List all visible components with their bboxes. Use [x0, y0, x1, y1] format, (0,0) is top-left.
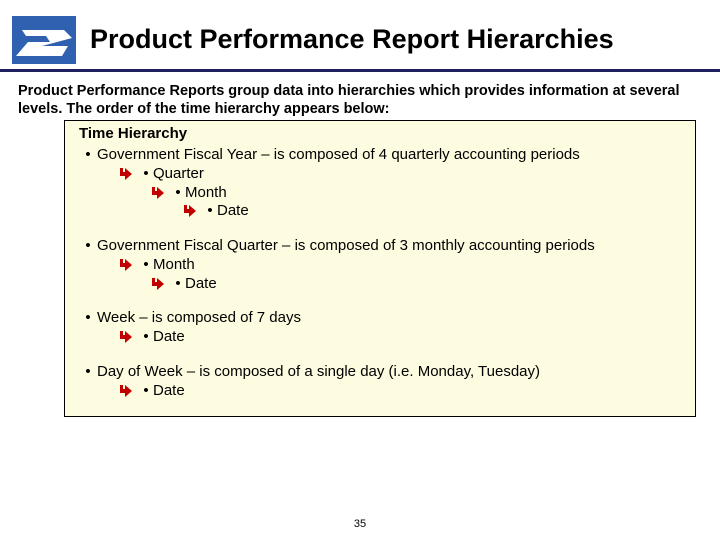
list-item: • Day of Week – is composed of a single …	[79, 363, 681, 382]
hierarchy-box: Time Hierarchy • Government Fiscal Year …	[64, 120, 696, 417]
item-label: Date	[217, 202, 249, 221]
list-item: • Government Fiscal Quarter – is compose…	[79, 237, 681, 256]
arrow-icon	[119, 258, 133, 272]
item-label: Month	[153, 256, 195, 275]
arrow-icon	[183, 204, 197, 218]
arrow-icon	[119, 330, 133, 344]
sub-item: •Date	[183, 202, 681, 221]
intro-text: Product Performance Reports group data i…	[0, 72, 720, 118]
page-number: 35	[0, 518, 720, 530]
item-label: Day of Week – is composed of a single da…	[97, 363, 540, 382]
item-label: Government Fiscal Year – is composed of …	[97, 146, 580, 165]
arrow-icon	[151, 186, 165, 200]
arrow-icon	[151, 277, 165, 291]
item-label: Week – is composed of 7 days	[97, 309, 301, 328]
hierarchy-group: • Week – is composed of 7 days •Date	[79, 309, 681, 347]
item-label: Date	[153, 382, 185, 401]
item-label: Date	[153, 328, 185, 347]
sub-item: •Date	[151, 275, 681, 294]
sub-item: •Date	[119, 382, 681, 401]
bullet-icon: •	[79, 237, 97, 256]
hierarchy-group: • Day of Week – is composed of a single …	[79, 363, 681, 401]
hierarchy-title: Time Hierarchy	[79, 125, 681, 144]
hierarchy-group: • Government Fiscal Year – is composed o…	[79, 146, 681, 221]
item-label: Government Fiscal Quarter – is composed …	[97, 237, 595, 256]
slide-header: Product Performance Report Hierarchies	[0, 0, 720, 72]
sub-item: •Month	[151, 184, 681, 203]
list-item: • Week – is composed of 7 days	[79, 309, 681, 328]
item-label: Month	[185, 184, 227, 203]
list-item: • Government Fiscal Year – is composed o…	[79, 146, 681, 165]
bullet-icon: •	[79, 309, 97, 328]
bullet-icon: •	[79, 146, 97, 165]
bullet-icon: •	[79, 363, 97, 382]
hierarchy-group: • Government Fiscal Quarter – is compose…	[79, 237, 681, 293]
usps-logo	[12, 16, 76, 64]
sub-item: •Date	[119, 328, 681, 347]
sub-item: •Month	[119, 256, 681, 275]
item-label: Date	[185, 275, 217, 294]
sub-item: •Quarter	[119, 165, 681, 184]
arrow-icon	[119, 167, 133, 181]
page-title: Product Performance Report Hierarchies	[90, 24, 614, 55]
arrow-icon	[119, 384, 133, 398]
item-label: Quarter	[153, 165, 204, 184]
